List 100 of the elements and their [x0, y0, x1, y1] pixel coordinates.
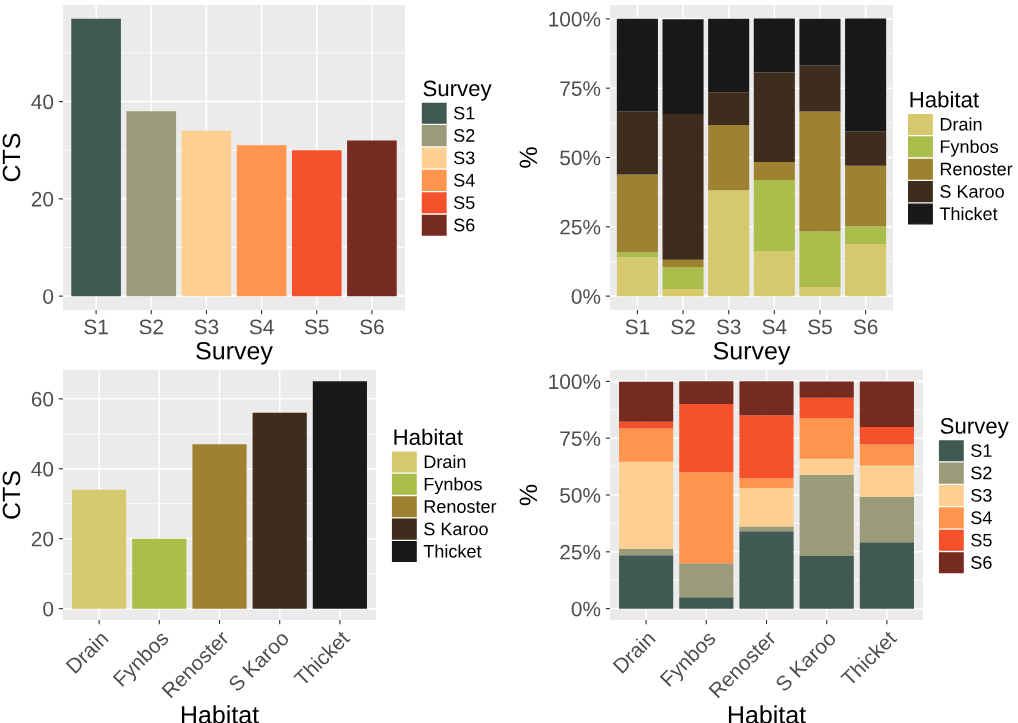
- x-tick-label: S1: [84, 319, 108, 335]
- bar: [845, 131, 887, 166]
- bar: [708, 190, 750, 297]
- bar: [679, 597, 734, 609]
- bar: [859, 444, 914, 466]
- bar: [799, 555, 854, 609]
- bar: [616, 111, 658, 175]
- legend-label: Drain: [424, 454, 466, 469]
- bar: [708, 18, 750, 93]
- legend-title: Habitat: [910, 91, 979, 108]
- legend-label: S2: [971, 466, 992, 480]
- y-tick-label: 25%: [560, 544, 601, 560]
- legend-label: S Karoo: [940, 185, 1004, 198]
- bar: [859, 496, 914, 543]
- legend-label: S4: [454, 173, 475, 187]
- bar: [753, 18, 795, 73]
- bar: [859, 381, 914, 428]
- legend-label: Thicket: [423, 544, 482, 558]
- bar: [845, 165, 887, 227]
- legend-label: Renoster: [424, 500, 497, 513]
- bar: [799, 417, 854, 459]
- bar: [662, 113, 704, 260]
- legend-label: S3: [971, 488, 992, 502]
- bar: [753, 72, 795, 162]
- y-tick-label: 75%: [560, 81, 601, 96]
- bar: [708, 92, 750, 126]
- bar: [662, 259, 704, 268]
- bar: [679, 381, 734, 405]
- y-tick-label: 0%: [571, 601, 601, 617]
- bar: [619, 555, 674, 609]
- bar: [799, 286, 841, 297]
- bar: [662, 267, 704, 289]
- y-tick-label: 20: [31, 191, 54, 207]
- legend-label: S Karoo: [424, 522, 488, 536]
- legend-label: S4: [971, 511, 992, 525]
- y-tick-label: 100%: [549, 11, 601, 27]
- legend-label: Renoster: [940, 162, 1013, 176]
- x-tick-label: S5: [304, 319, 329, 335]
- bar: [616, 252, 658, 258]
- y-tick-label: 25%: [560, 219, 601, 235]
- legend-label: S5: [971, 533, 992, 547]
- bar: [619, 381, 674, 422]
- y-tick-label: 60: [31, 391, 54, 407]
- bar: [799, 231, 841, 287]
- legend-label: S1: [971, 444, 992, 457]
- bar: [799, 397, 854, 418]
- bar: [753, 251, 795, 297]
- bar: [619, 428, 674, 462]
- y-axis-title: %: [519, 147, 538, 168]
- x-tick-label: S3: [194, 319, 219, 335]
- bar: [859, 465, 914, 497]
- y-tick-label: 0: [43, 601, 54, 617]
- x-tick-label: S6: [853, 319, 878, 335]
- bar: [739, 478, 794, 488]
- bar: [662, 288, 704, 297]
- legend-label: S3: [454, 151, 475, 165]
- y-axis-title: %: [519, 484, 538, 506]
- bar: [616, 257, 658, 297]
- x-tick-label: S2: [671, 319, 695, 335]
- bar: [845, 18, 887, 132]
- bar: [679, 472, 734, 564]
- x-tick-label: S4: [249, 319, 274, 335]
- y-tick-label: 20: [31, 531, 54, 547]
- bar: [799, 381, 854, 398]
- bar: [739, 487, 794, 527]
- legend-title: Survey: [423, 80, 492, 101]
- bar: [616, 18, 658, 112]
- bar: [859, 427, 914, 445]
- y-tick-label: 40: [31, 94, 54, 110]
- legend-label: Drain: [940, 117, 982, 131]
- y-tick-label: 50%: [560, 150, 601, 166]
- legend-label: S2: [454, 129, 475, 142]
- legend-title: Habitat: [394, 428, 463, 445]
- bar: [679, 404, 734, 473]
- legend-label: S6: [454, 218, 475, 232]
- bar: [845, 244, 887, 297]
- legend-label: Fynbos: [424, 477, 482, 495]
- bar: [739, 381, 794, 416]
- bar: [739, 415, 794, 479]
- x-tick-label: S4: [762, 319, 787, 335]
- legend-label: Fynbos: [940, 139, 998, 157]
- bar: [799, 458, 854, 475]
- x-axis-title: Survey: [713, 341, 791, 365]
- bar: [845, 226, 887, 245]
- y-tick-label: 0: [43, 289, 54, 304]
- bar: [799, 65, 841, 112]
- legend-label: S5: [454, 196, 475, 210]
- bar: [708, 125, 750, 191]
- y-tick-label: 40: [31, 461, 54, 477]
- y-axis-title: CTS: [2, 133, 21, 182]
- x-tick-label: S5: [808, 319, 832, 335]
- bar: [753, 179, 795, 252]
- bar: [739, 531, 794, 609]
- x-tick-label: S1: [625, 319, 650, 335]
- bar: [799, 111, 841, 232]
- bar: [799, 474, 854, 556]
- bar: [753, 161, 795, 180]
- x-tick-label: S6: [360, 319, 384, 335]
- x-axis-title: Habitat: [728, 705, 806, 723]
- y-tick-label: 100%: [549, 374, 601, 390]
